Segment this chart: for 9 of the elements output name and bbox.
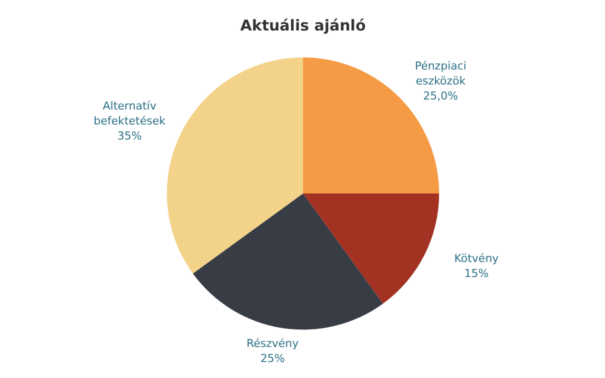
slice-label: Kötvény [454,252,500,265]
slice-label: Alternatív befektetések [94,100,166,128]
chart-title: Aktuális ajánló [240,16,366,34]
slice-label: Részvény [246,336,300,350]
data-label: 25% [260,352,285,365]
data-label: 15% [464,266,489,280]
data-label: 35% [117,130,142,143]
slice-label: Pénzpiaci eszközök [414,59,466,88]
data-label: 25,0% [423,89,458,102]
